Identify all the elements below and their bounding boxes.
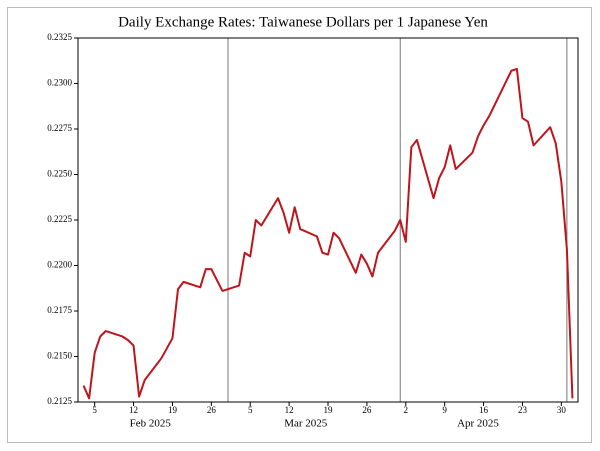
x-tick-label: 2	[404, 405, 409, 415]
y-tick-label: 0.2200	[47, 260, 72, 270]
x-month-label: Mar 2025	[284, 418, 328, 430]
x-tick-label: 12	[285, 405, 294, 415]
x-tick-label: 16	[479, 405, 489, 415]
x-month-label: Apr 2025	[457, 418, 499, 430]
x-tick-label: 19	[324, 405, 334, 415]
x-tick-label: 5	[92, 405, 97, 415]
x-tick-label: 26	[362, 405, 372, 415]
y-tick-label: 0.2325	[47, 32, 72, 42]
y-tick-label: 0.2250	[47, 169, 72, 179]
y-tick-label: 0.2125	[47, 396, 72, 406]
x-tick-label: 5	[248, 405, 253, 415]
y-tick-label: 0.2225	[47, 214, 72, 224]
y-tick-label: 0.2175	[47, 305, 72, 315]
x-month-label: Feb 2025	[130, 418, 172, 430]
x-tick-label: 23	[518, 405, 528, 415]
x-tick-label: 19	[168, 405, 178, 415]
line-series	[82, 67, 574, 400]
chart-title: Daily Exchange Rates: Taiwanese Dollars …	[118, 14, 488, 30]
x-tick-label: 26	[207, 405, 217, 415]
y-tick-label: 0.2150	[47, 351, 72, 361]
x-tick-label: 9	[442, 405, 447, 415]
y-tick-label: 0.2275	[47, 123, 72, 133]
x-tick-label: 30	[557, 405, 567, 415]
x-tick-label: 12	[129, 405, 138, 415]
y-tick-label: 0.2300	[47, 78, 72, 88]
